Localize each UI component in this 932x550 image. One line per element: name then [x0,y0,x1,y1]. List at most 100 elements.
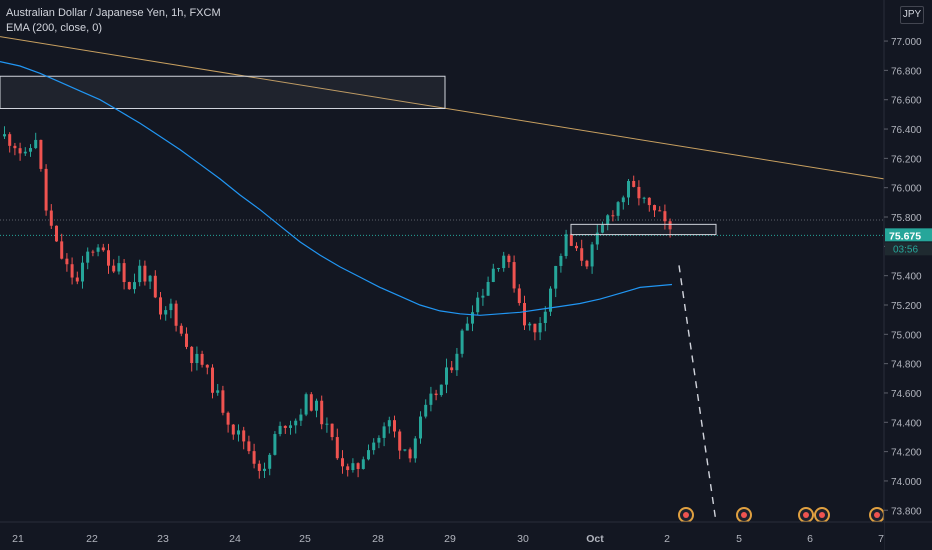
candle-body [653,205,656,211]
candle-body [450,367,454,371]
time-tick-label: 22 [86,533,98,545]
price-tick-label: 76.800 [891,66,922,77]
candle-body [117,263,121,272]
candle-body [8,134,12,146]
candle-body [616,202,620,216]
candle-body [164,310,168,315]
candle-body [601,224,604,233]
projection-line[interactable] [678,265,717,523]
candle-body [367,450,370,460]
price-tick-label: 74.600 [891,389,922,400]
candle-body [372,442,376,451]
candle-body [481,295,485,298]
candle-body [621,197,625,203]
ema-200-line[interactable] [0,61,673,316]
time-tick-label: 24 [229,533,241,545]
candle-body [585,260,589,267]
candle-body [476,297,480,313]
candle-body [127,282,131,290]
price-tick-label: 75.800 [891,213,922,224]
candle-body [642,197,646,199]
candle-body [497,268,500,270]
candle-body [460,330,464,354]
candle-body [86,251,90,263]
candle-body [148,275,152,282]
currency-button[interactable]: JPY [900,6,924,24]
candle-body [595,232,599,245]
current-price-badge [885,228,932,242]
candle-body [29,148,32,152]
candle-body [55,225,58,242]
candle-body [75,277,79,282]
candle-body [252,451,256,464]
event-dot [741,512,747,518]
candle-body [216,390,220,393]
candle-body [523,303,526,326]
candle-body [632,180,636,187]
event-dot [819,512,825,518]
candle-body [70,264,74,278]
price-tick-label: 76.600 [891,96,922,107]
resistance-zone-rect[interactable] [570,223,717,236]
candle-body [174,303,178,326]
candle-body [471,312,474,324]
time-tick-label: 23 [157,533,169,545]
candle-body [107,250,110,266]
ema-indicator-label[interactable]: EMA (200, close, 0) [6,22,102,34]
candle-body [18,148,22,154]
candle-body [543,311,547,324]
countdown-label: 03:56 [893,244,918,255]
candle-body [663,211,667,222]
candle-body [611,215,615,217]
symbol-title[interactable]: Australian Dollar / Japanese Yen, 1h, FX… [6,7,221,19]
candle-body [439,384,443,396]
time-tick-label: 6 [807,533,813,545]
candle-body [580,248,584,261]
candle-body [195,353,199,364]
candle-body [185,333,188,347]
price-tick-label: 74.400 [891,418,922,429]
time-tick-label: 21 [12,533,24,545]
candle-body [606,215,610,225]
candle-body [283,425,287,428]
candle-body [393,420,396,432]
price-tick-label: 76.200 [891,154,922,165]
time-tick-label: 30 [517,533,529,545]
candle-body [211,367,214,393]
event-dot [683,512,689,518]
candle-body [138,265,142,283]
supply-zone-rect[interactable] [0,75,446,110]
candle-body [361,459,365,469]
candle-body [205,364,209,368]
candle-body [538,323,542,333]
candle-body [429,393,433,405]
candle-body [34,139,38,149]
price-tick-label: 75.000 [891,330,922,341]
candle-body [403,449,407,451]
candle-body [575,245,578,249]
candle-body [91,251,95,253]
candle-body [39,139,43,169]
candle-body [387,420,391,427]
price-tick-label: 73.800 [891,506,922,517]
candle-body [65,258,69,265]
candle-body [289,425,292,428]
candle-body [190,346,194,364]
trendline[interactable] [0,36,885,180]
candle-body [647,197,651,206]
candle-body [237,430,240,435]
candle-body [143,265,147,282]
price-axis[interactable] [884,0,932,550]
time-axis[interactable] [0,522,884,550]
candle-body [549,288,552,312]
time-tick-label: 7 [878,533,884,545]
candle-body [3,134,6,137]
candle-body [569,234,573,246]
candle-body [49,210,53,226]
candle-body [346,466,350,471]
candle-body [351,463,355,471]
candle-body [465,323,469,331]
candle-body [658,210,662,212]
